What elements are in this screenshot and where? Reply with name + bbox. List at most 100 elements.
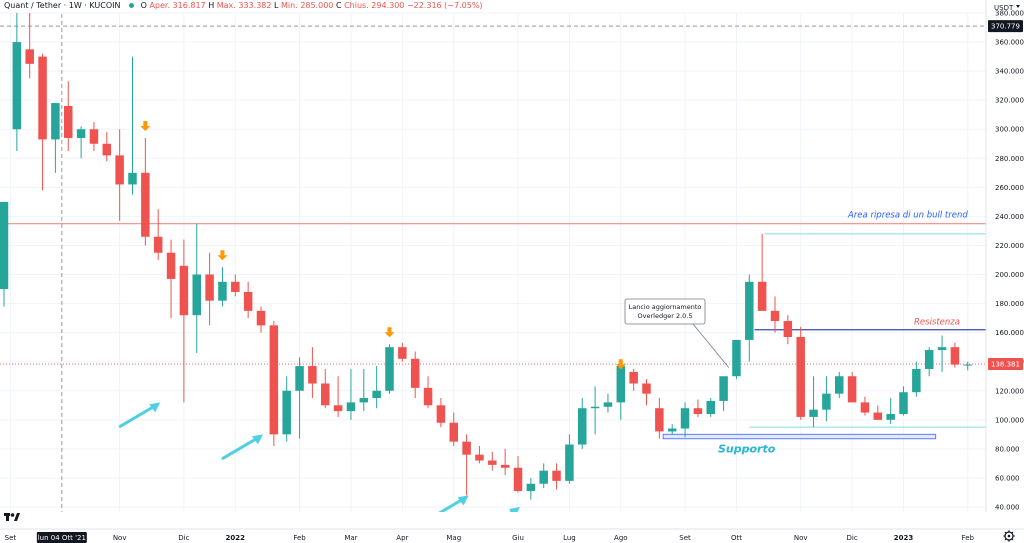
candle[interactable] xyxy=(655,398,664,439)
candle[interactable] xyxy=(950,342,960,368)
candle-body[interactable] xyxy=(526,483,536,492)
candle[interactable] xyxy=(565,434,574,484)
gear-icon[interactable] xyxy=(1003,530,1015,542)
candle[interactable] xyxy=(796,326,805,420)
candle-body[interactable] xyxy=(475,454,484,461)
candle[interactable] xyxy=(629,368,638,391)
candle[interactable] xyxy=(732,339,741,380)
candle-body[interactable] xyxy=(732,339,741,377)
candle[interactable] xyxy=(899,386,908,416)
candle-body[interactable] xyxy=(770,310,780,322)
candle-body[interactable] xyxy=(873,412,883,420)
candle[interactable] xyxy=(847,371,857,403)
candle-body[interactable] xyxy=(809,409,818,417)
candle[interactable] xyxy=(166,239,176,319)
candle[interactable] xyxy=(359,368,369,412)
candle[interactable] xyxy=(25,13,34,79)
candle-body[interactable] xyxy=(269,325,279,435)
candle-body[interactable] xyxy=(153,236,163,253)
candle-body[interactable] xyxy=(886,414,895,420)
candle-body[interactable] xyxy=(667,428,677,432)
candle[interactable] xyxy=(680,402,690,438)
candle[interactable] xyxy=(321,368,330,409)
candle-body[interactable] xyxy=(616,366,626,403)
candle-body[interactable] xyxy=(950,347,960,365)
candle[interactable] xyxy=(526,477,536,500)
candle[interactable] xyxy=(38,53,47,191)
candle[interactable] xyxy=(89,121,99,152)
candle-body[interactable] xyxy=(359,398,369,403)
candle[interactable] xyxy=(12,13,22,152)
candle[interactable] xyxy=(115,129,124,221)
candle[interactable] xyxy=(488,451,497,471)
candle-body[interactable] xyxy=(282,390,291,435)
candle-body[interactable] xyxy=(706,400,716,415)
candle-body[interactable] xyxy=(488,460,497,465)
candle-body[interactable] xyxy=(629,371,638,384)
candle[interactable] xyxy=(603,393,613,413)
candle-body[interactable] xyxy=(76,129,86,138)
candle[interactable] xyxy=(51,103,60,173)
tradingview-logo-icon[interactable] xyxy=(4,513,20,521)
candle[interactable] xyxy=(873,405,883,420)
candle-body[interactable] xyxy=(205,274,214,301)
candle[interactable] xyxy=(860,396,870,416)
candle[interactable] xyxy=(745,274,754,362)
candle[interactable] xyxy=(667,424,677,435)
candle-body[interactable] xyxy=(128,172,137,185)
candle[interactable] xyxy=(0,201,9,307)
candle[interactable] xyxy=(475,445,484,464)
candle-body[interactable] xyxy=(372,390,381,399)
candle[interactable] xyxy=(757,233,767,311)
candle[interactable] xyxy=(937,335,947,372)
candle[interactable] xyxy=(269,321,279,446)
candle-body[interactable] xyxy=(860,402,870,413)
candle[interactable] xyxy=(179,239,189,403)
candle[interactable] xyxy=(809,376,818,428)
candle-body[interactable] xyxy=(924,350,934,369)
candle[interactable] xyxy=(128,56,137,195)
candle[interactable] xyxy=(578,398,587,449)
candle[interactable] xyxy=(423,376,433,409)
candle[interactable] xyxy=(539,463,548,489)
candle[interactable] xyxy=(398,342,407,362)
candle[interactable] xyxy=(218,267,227,307)
candle-body[interactable] xyxy=(565,444,574,481)
candle[interactable] xyxy=(76,126,86,159)
candle[interactable] xyxy=(924,347,934,377)
candle-body[interactable] xyxy=(179,265,189,316)
candle[interactable] xyxy=(141,137,150,246)
candle[interactable] xyxy=(372,366,381,409)
candle-body[interactable] xyxy=(513,467,523,492)
candle-body[interactable] xyxy=(552,470,561,481)
candle-body[interactable] xyxy=(757,281,767,311)
candle-body[interactable] xyxy=(243,291,253,311)
candle[interactable] xyxy=(231,274,240,297)
candle-body[interactable] xyxy=(603,402,613,407)
candle[interactable] xyxy=(770,296,780,333)
chevron-down-icon[interactable] xyxy=(1016,5,1020,8)
candle[interactable] xyxy=(282,376,291,442)
candle-body[interactable] xyxy=(436,405,446,423)
candle-body[interactable] xyxy=(321,383,330,406)
candle-body[interactable] xyxy=(745,281,754,340)
candle-body[interactable] xyxy=(539,470,548,484)
candle[interactable] xyxy=(963,361,973,371)
candle-body[interactable] xyxy=(38,56,47,140)
candle[interactable] xyxy=(410,351,420,399)
candle-body[interactable] xyxy=(115,155,124,185)
candle-body[interactable] xyxy=(783,321,793,338)
candles[interactable] xyxy=(0,13,972,500)
candle-body[interactable] xyxy=(835,376,844,394)
candle[interactable] xyxy=(912,361,921,397)
candle-body[interactable] xyxy=(89,129,99,144)
candle[interactable] xyxy=(462,434,471,496)
candle-body[interactable] xyxy=(231,281,240,292)
candle-body[interactable] xyxy=(102,143,112,156)
price-axis[interactable]: 380.000 360.000 340.000 320.000 300.000 280.0… xyxy=(985,0,1024,543)
candle-body[interactable] xyxy=(680,408,690,429)
candle-body[interactable] xyxy=(308,366,317,384)
candle[interactable] xyxy=(513,456,523,493)
candle-body[interactable] xyxy=(64,105,73,138)
currency-label[interactable]: USDT xyxy=(994,4,1014,12)
